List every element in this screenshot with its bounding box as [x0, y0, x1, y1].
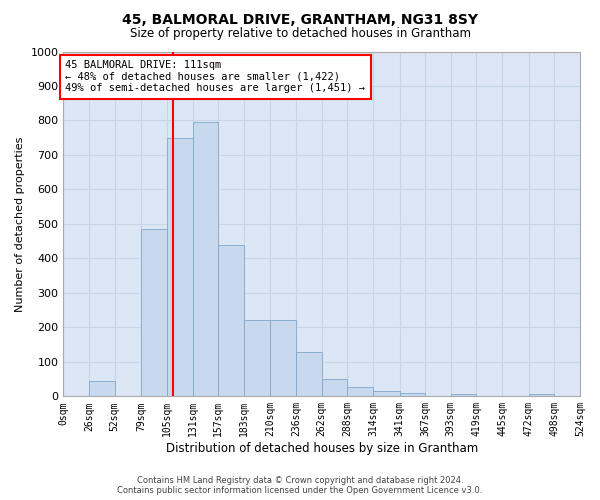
Text: Size of property relative to detached houses in Grantham: Size of property relative to detached ho…: [130, 28, 470, 40]
Bar: [529, 394, 554, 396]
X-axis label: Distribution of detached houses by size in Grantham: Distribution of detached houses by size …: [166, 442, 478, 455]
Bar: [89, 381, 115, 396]
Bar: [271, 320, 296, 396]
Bar: [193, 122, 218, 396]
Y-axis label: Number of detached properties: Number of detached properties: [15, 136, 25, 312]
Bar: [244, 320, 271, 396]
Bar: [451, 394, 476, 396]
Text: Contains HM Land Registry data © Crown copyright and database right 2024.
Contai: Contains HM Land Registry data © Crown c…: [118, 476, 482, 495]
Bar: [373, 391, 400, 396]
Bar: [347, 386, 373, 396]
Text: 45 BALMORAL DRIVE: 111sqm
← 48% of detached houses are smaller (1,422)
49% of se: 45 BALMORAL DRIVE: 111sqm ← 48% of detac…: [65, 60, 365, 94]
Bar: [218, 244, 244, 396]
Bar: [296, 352, 322, 397]
Bar: [167, 138, 193, 396]
Bar: [400, 393, 425, 396]
Bar: [322, 379, 347, 396]
Text: 45, BALMORAL DRIVE, GRANTHAM, NG31 8SY: 45, BALMORAL DRIVE, GRANTHAM, NG31 8SY: [122, 12, 478, 26]
Bar: [141, 229, 167, 396]
